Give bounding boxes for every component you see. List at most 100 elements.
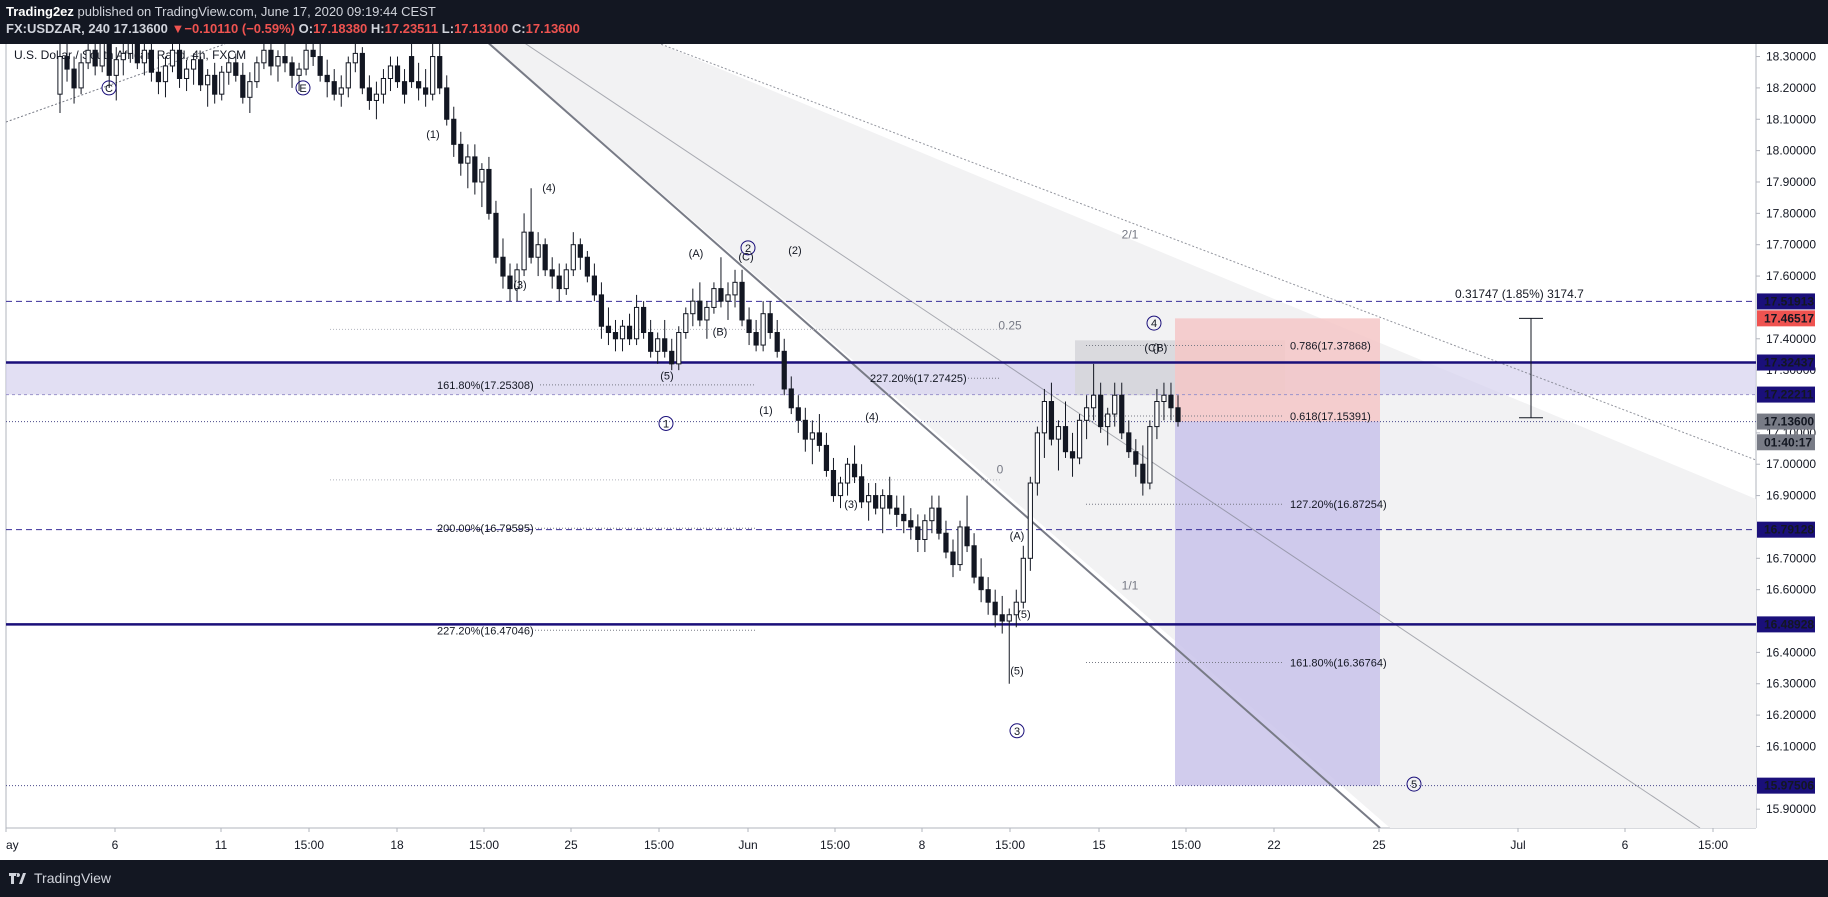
time-axis[interactable]: ay 6 11 15:00 18 15:00 25 15:00 Jun 15:00 8 15:00 15…	[5, 828, 1756, 860]
candle-body-55	[444, 87, 450, 120]
time-axis-bg	[6, 829, 1756, 860]
y-tick-label-18: 16.10000	[1766, 739, 1816, 753]
candle-body-100	[760, 313, 766, 346]
candle-body-115	[866, 495, 872, 503]
candle-body-110	[830, 469, 837, 497]
ohlc-line: FX:USDZAR, 240 17.13600 ▼−0.10110 (−0.59…	[6, 21, 580, 36]
candle-body-149	[1105, 413, 1111, 428]
y-tick-label-6: 17.70000	[1766, 238, 1816, 252]
candle-body-51	[415, 81, 422, 89]
candle-body-119	[894, 507, 900, 515]
candle-body-141	[1048, 401, 1055, 440]
stop-loss-zone	[1175, 318, 1380, 422]
symbol-label[interactable]: FX:USDZAR, 240	[6, 21, 111, 36]
drawings-layer: 161.80%(17.25308) 200.00%(16.79595) 227.20…	[6, 44, 1756, 828]
wave-label-6: (B)	[713, 327, 728, 339]
candle-body-12	[141, 49, 147, 64]
candle-body-97	[739, 281, 745, 321]
wave-circle-0	[101, 80, 117, 96]
candle-body-82	[633, 306, 640, 340]
candle-body-69	[542, 244, 548, 271]
candle-body-67	[528, 231, 534, 258]
candle-body-0	[57, 56, 63, 95]
price-tag-5: 01:40:17	[1764, 435, 1812, 449]
x-tick-label-5: 15:00	[469, 838, 499, 852]
candle-body-28	[254, 62, 260, 83]
wave-label-12: (5)	[1010, 665, 1023, 677]
price-tag-bg-2	[1757, 354, 1815, 371]
wave-label-0: (1)	[426, 129, 439, 141]
open-value: 17.18380	[313, 21, 368, 36]
wave-label-circled-2: 2	[745, 243, 751, 255]
candle-body-120	[901, 513, 907, 522]
candle-body-54	[437, 56, 443, 89]
y-tick-label-17: 16.20000	[1766, 708, 1816, 722]
y-tick-label-0: 18.30000	[1766, 50, 1816, 64]
candle-body-24	[226, 62, 232, 73]
wave-circle-3	[658, 415, 674, 431]
price-tag-0: 17.51913	[1764, 294, 1814, 308]
fan-label-3: 1/1	[1122, 579, 1139, 593]
price-tag-7: 16.48928	[1764, 617, 1814, 631]
candle-body-148	[1098, 394, 1104, 428]
y-tick-label-15: 16.40000	[1766, 645, 1816, 659]
candle-body-158	[1168, 394, 1174, 409]
candle-body-9	[120, 52, 126, 61]
x-tick-label-1: 6	[112, 838, 119, 852]
candle-body-44	[366, 87, 372, 101]
candle-body-129	[964, 526, 970, 547]
candle-body-88	[676, 332, 682, 365]
footer-bar: TradingView	[0, 860, 1828, 897]
candle-body-5	[92, 49, 98, 67]
price-tag-bg-4	[1757, 413, 1815, 430]
fib-levels: 161.80%(17.25308) 200.00%(16.79595) 227.20…	[330, 227, 1387, 670]
candle-body-147	[1091, 394, 1097, 409]
candle-body-93	[711, 288, 717, 308]
candle-body-6	[99, 44, 105, 67]
candle-body-43	[359, 52, 365, 89]
candle-body-90	[690, 300, 696, 315]
wave-label-9: (4)	[865, 411, 878, 423]
candle-body-19	[190, 59, 197, 70]
candle-body-66	[521, 231, 527, 271]
candle-body-40	[338, 87, 344, 95]
measure-label: 0.31747 (1.85%) 3174.7	[1455, 287, 1584, 301]
x-tick-label-17: 6	[1622, 838, 1629, 852]
candle-body-144	[1069, 451, 1076, 459]
candle-body-127	[950, 551, 956, 566]
candle-body-136	[1013, 601, 1019, 616]
candle-body-59	[472, 156, 478, 183]
x-tick-label-7: 15:00	[644, 838, 674, 852]
price-chart[interactable]: U.S. Dollar / South African Rand, 4h, FX…	[0, 44, 1828, 860]
candle-body-36	[310, 49, 316, 58]
candle-body-60	[479, 168, 485, 183]
candle-body-91	[697, 300, 703, 321]
candle-body-3	[78, 62, 84, 89]
candle-body-31	[275, 56, 281, 67]
tradingview-logo-icon[interactable]	[8, 870, 30, 886]
candle-body-52	[423, 87, 429, 95]
wave-circle-5	[1146, 315, 1162, 331]
candle-body-14	[155, 71, 162, 83]
candle-body-2	[71, 68, 77, 89]
tradingview-brand[interactable]: TradingView	[34, 870, 112, 886]
y-tick-label-1: 18.20000	[1766, 81, 1816, 95]
candle-body-23	[219, 71, 225, 95]
price-tag-3: 17.22211	[1764, 388, 1814, 402]
candle-body-155	[1147, 426, 1153, 484]
candle-body-128	[957, 526, 963, 566]
candle-body-62	[493, 212, 499, 258]
wave-label-1: (4)	[542, 182, 555, 194]
candle-body-74	[577, 244, 583, 258]
candle-body-137	[1020, 557, 1026, 603]
x-tick-label-11: 15:00	[995, 838, 1025, 852]
change-down-icon: ▼	[171, 21, 185, 36]
x-tick-label-13: 15:00	[1171, 838, 1201, 852]
author-name[interactable]: Trading2ez	[6, 4, 74, 19]
candle-body-154	[1140, 463, 1146, 484]
wave-label-circled-0: C	[105, 83, 113, 95]
y-tick-label-2: 18.10000	[1766, 112, 1816, 126]
wave-label-3: (A)	[689, 248, 704, 260]
change-value: −0.10110 (−0.59%)	[184, 21, 295, 36]
published-text: published on TradingView.com, June 17, 2…	[77, 4, 436, 19]
